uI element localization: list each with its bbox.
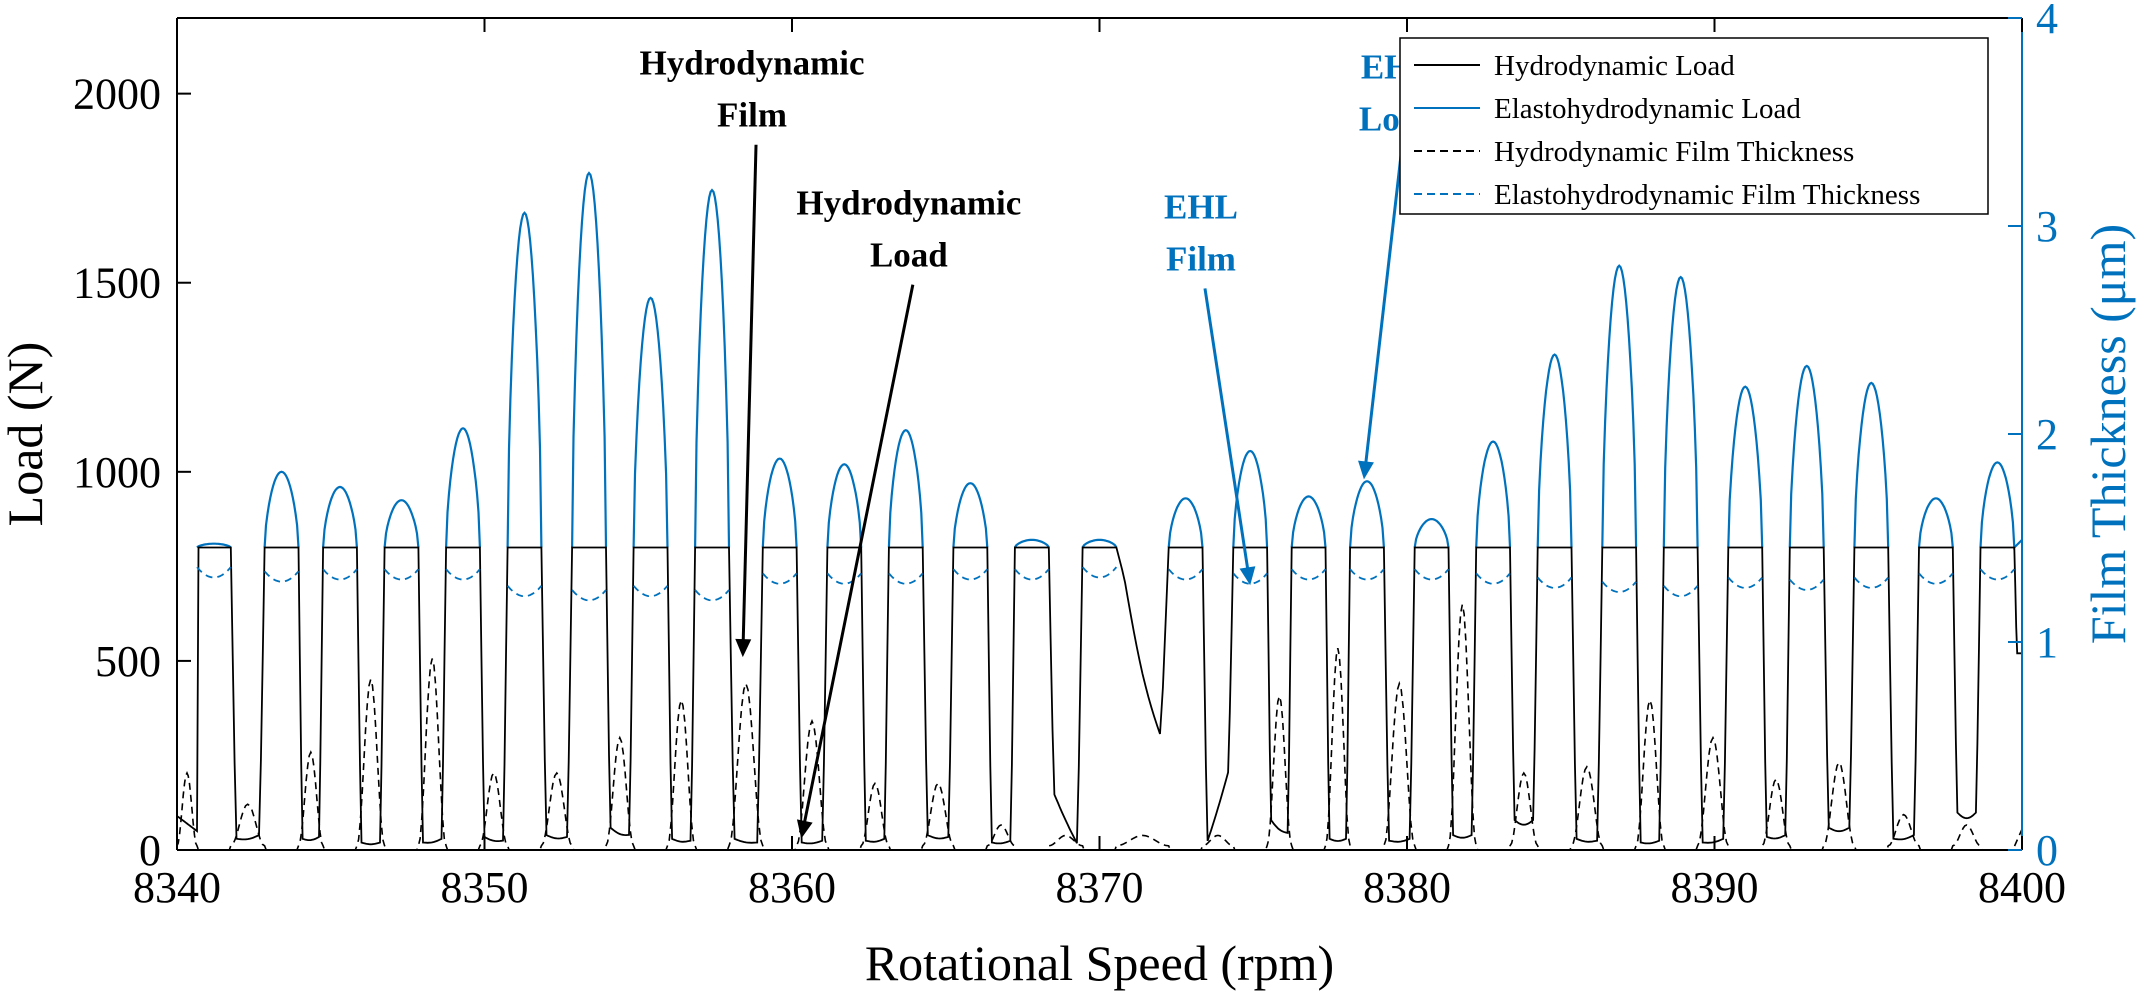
annotation-arrowhead — [1239, 566, 1256, 586]
annotation-label: Hydrodynamic — [796, 184, 1021, 223]
annotation-label: EHL — [1164, 187, 1238, 226]
y-right-tick-label: 0 — [2036, 826, 2058, 875]
x-tick-label: 8390 — [1671, 863, 1759, 912]
annotation-arrowhead — [735, 638, 752, 658]
y-right-tick-label: 1 — [2036, 618, 2058, 667]
legend-entry: Hydrodynamic Load — [1494, 50, 1735, 82]
series-hydrodynamic-film-thickness — [176, 604, 2023, 851]
y-axis-left-label: Load (N) — [0, 342, 53, 527]
y-left-tick-label: 500 — [95, 637, 161, 686]
legend: Hydrodynamic Load Elastohydrodynamic Load… — [1399, 37, 1989, 215]
annotation-arrow-line — [1203, 288, 1250, 572]
y-left-tick-label: 1500 — [73, 259, 161, 308]
x-tick-label: 8340 — [133, 863, 221, 912]
y-right-tick-label: 3 — [2036, 202, 2058, 251]
legend-entry: Elastohydrodynamic Film Thickness — [1494, 179, 1920, 211]
x-tick-label: 8370 — [1056, 863, 1144, 912]
legend-entry: Elastohydrodynamic Load — [1494, 93, 1801, 125]
x-tick-label: 8400 — [1978, 863, 2066, 912]
annotation-arrow-line — [1364, 148, 1404, 466]
y-right-tick-label: 2 — [2036, 410, 2058, 459]
annotation-arrowhead — [796, 819, 813, 839]
axes-layer: 8340 8350 8360 8370 8380 8390 8400050010001500… — [73, 0, 2066, 912]
x-axis-label: Rotational Speed (rpm) — [865, 935, 1334, 991]
annotation-label: Hydrodynamic — [640, 44, 865, 83]
y-left-tick-label: 2000 — [73, 70, 161, 119]
annotation-arrow-line — [741, 144, 758, 644]
annotation-label: Film — [1166, 239, 1236, 278]
series-elastohydrodynamic-load — [196, 171, 2023, 550]
annotation-label: Film — [717, 96, 787, 135]
annotation-arrowhead — [1358, 460, 1374, 480]
x-tick-label: 8350 — [441, 863, 529, 912]
annotation-arrow-line — [802, 284, 915, 826]
legend-box — [1399, 37, 1989, 215]
y-left-tick-label: 1000 — [73, 448, 161, 497]
y-right-tick-label: 4 — [2036, 0, 2058, 43]
x-tick-label: 8380 — [1363, 863, 1451, 912]
x-tick-label: 8360 — [748, 863, 836, 912]
annotations: HydrodynamicFilmHydrodynamicLoadEHLFilmE… — [640, 44, 1437, 839]
y-axis-right-label: Film Thickness (μm) — [2080, 224, 2136, 644]
y-left-tick-label: 0 — [139, 826, 161, 875]
annotation-label: Load — [870, 236, 948, 275]
legend-entry: Hydrodynamic Film Thickness — [1494, 136, 1854, 168]
